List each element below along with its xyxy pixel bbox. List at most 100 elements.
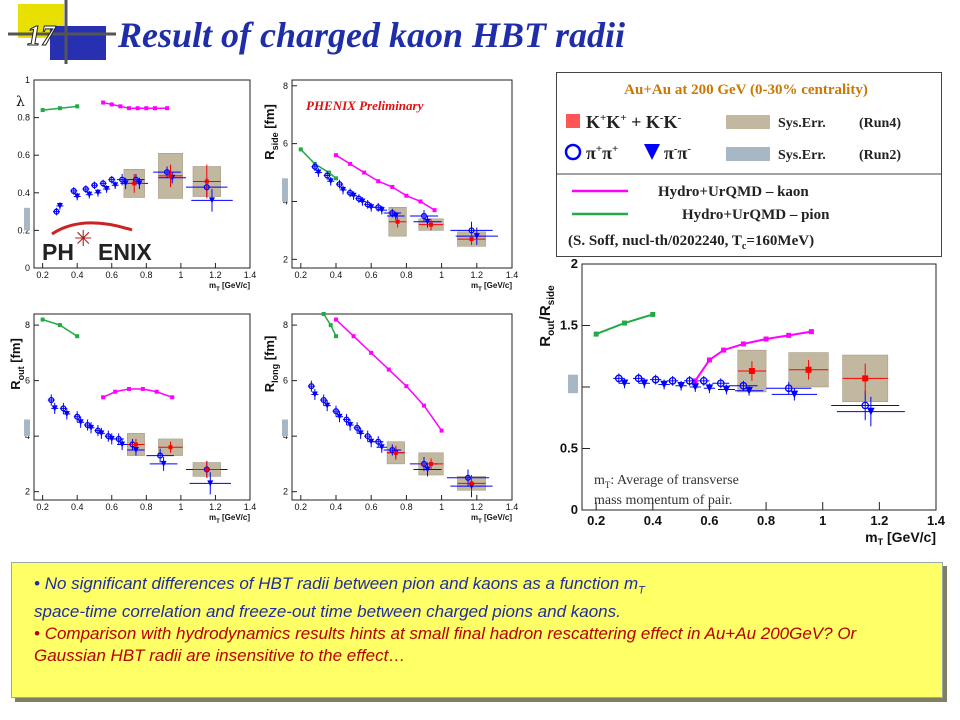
legend-k3: K [646,112,660,132]
rlong-pion-pp-point-0 [308,383,315,390]
rout-xlabel: mT [GeV/c] [209,513,250,525]
bullet-2-text: Comparison with hydrodynamics results hi… [34,624,857,666]
rside-pion-mm-point-3 [350,192,357,199]
rlong-frame [291,313,513,501]
legend-ref-sub: c [742,241,747,252]
rside-pion-mm-point-8 [424,218,431,225]
rside-pion-mm-point-4 [359,198,366,205]
rlong-xtick-label-1: 0.4 [330,502,343,512]
rout-ytick-label-3: 8 [25,320,30,330]
legend-pi1-sup: + [596,143,602,155]
lambda-ytick-label-5: 1 [25,75,30,85]
rlong-hydro-kaon-point-1 [351,334,356,339]
rlong-hydro-kaon-point-5 [422,403,426,408]
legend-k2-sup: + [620,112,626,124]
bullet-1-text-cont: space-time correlation and freeze-out ti… [34,602,621,622]
rlong-hydro-pion-point-1 [328,323,333,328]
phenix-logo-star-icon: ✳ [74,226,92,251]
rside-pion-mm-point-0 [315,169,322,176]
rout-pion-mm-point-5 [108,435,115,442]
lambda-hydro-kaon-point-2 [118,104,123,109]
lambda-pion-pp-point-4 [100,180,107,187]
rside-hydro-kaon-point-2 [362,170,367,175]
rside-xtick-label-5: 1.2 [471,270,484,280]
rlong-pion-mm-point-5 [368,438,375,445]
rside-hydro-kaon-point-7 [432,208,437,213]
ratio-xtick-label-2: 0.6 [700,513,718,528]
rlong-pion-mm-point-8 [424,466,431,473]
lambda-hydro-pion-point-2 [75,104,80,109]
legend-frame [556,72,942,257]
rlong-pion-pp-point-8 [420,460,428,467]
ratio-kaon-point-1 [805,366,812,373]
rside-hydro-pion-line [300,148,337,179]
bullet-1: • No significant differences of HBT radi… [34,574,645,622]
rout-xtick-label-1: 0.4 [71,502,84,512]
legend-run4-label: (Run4) [859,116,901,131]
rlong-pion-mm-point-3 [347,422,354,429]
lambda-kaon-point-2 [204,179,209,184]
ratio-pion-pp-point-2 [651,375,660,384]
ratio-pion-pp-point-0 [614,374,623,383]
lambda-pion-mm-point-9 [208,197,215,204]
legend-k4-sup: - [678,112,682,124]
rlong-hydro-kaon-point-6 [439,428,444,433]
rout-run2-sys [24,419,30,437]
logo-icon: 17 [8,0,116,64]
legend-k1: K [586,112,600,132]
rside-hydro-kaon-point-1 [348,161,353,166]
rout-hydro-kaon-point-5 [170,395,175,400]
rlong-panel: 0.20.40.60.811.21.42468mT [GeV/c]Rlong [… [262,304,520,536]
rside-xtick-label-6: 1.4 [506,270,519,280]
rout-ylabel: Rout [fm] [8,338,26,390]
rout-kaon-point-2 [204,467,209,472]
lambda-hydro-kaon-point-1 [109,102,114,107]
lambda-pion-pp-point-0 [53,208,60,215]
ratio-pion-mm-point-5 [705,384,714,393]
rside-xlabel: mT [GeV/c] [471,281,512,293]
rlong-pion-mm-point-4 [357,430,364,437]
rside-pion-mm-point-5 [368,204,375,211]
rlong-xtick-label-6: 1.4 [506,502,519,512]
ratio-run2-sys [568,374,578,394]
lambda-xtick-label-2: 0.6 [106,270,119,280]
ratio-hydro-kaon-point-5 [786,332,792,338]
legend-k1-sup: + [600,112,606,124]
bullet-1-text: No significant differences of HBT radii … [44,574,639,593]
lambda-xtick-label-3: 0.8 [140,270,153,280]
ratio-pion-mm-point-9 [867,407,875,416]
rout-pion-pp-point-6 [115,435,122,442]
legend-sys-run2-swatch [726,147,770,161]
legend-run2-label: (Run2) [859,148,901,163]
rout-pion-mm-point-3 [88,424,95,431]
lambda-kaon-point-1 [168,173,173,178]
phenix-preliminary-label: PHENIX Preliminary [306,98,424,113]
rlong-kaon-point-1 [429,461,434,466]
rout-pion-mm-point-2 [77,419,84,426]
rout-pion-mm-point-1 [63,410,70,417]
ratio-pion-mm-point-6 [722,385,731,394]
rlong-kaon-point-0 [393,450,398,455]
rout-hydro-kaon-point-0 [101,395,106,400]
rlong-ytick-label-0: 2 [283,487,288,497]
rout-pion-mm-point-0 [51,405,58,412]
legend-ref-text: (S. Soff, nucl-th/0202240, T [568,233,742,249]
legend-sys-run4-swatch [726,115,770,129]
ratio-hydro-kaon-point-6 [808,329,814,335]
lambda-hydro-pion-point-0 [40,108,45,113]
rlong-xtick-label-5: 1.2 [471,502,484,512]
phenix-logo-left: PH [42,239,74,265]
lambda-ylabel: λ [16,94,25,110]
mt-note-line2: mass momentum of pair. [594,492,733,508]
ratio-ytick-label-0: 0 [571,502,578,517]
ratio-ytick-label-3: 1.5 [560,318,578,333]
legend-hydro-kaon-label: Hydro+UrQMD – kaon [658,184,809,200]
ratio-kaon-point-2 [862,375,869,382]
legend-kaon-marker [566,114,580,128]
summary-box: • No significant differences of HBT radi… [11,562,943,698]
rside-hydro-pion-point-2 [326,170,331,175]
lambda-xtick-label-4: 1 [178,270,183,280]
rout-hydro-kaon-line [102,388,173,398]
rlong-pion-pp-point-1 [320,397,327,404]
rside-ytick-label-0: 2 [283,254,288,264]
